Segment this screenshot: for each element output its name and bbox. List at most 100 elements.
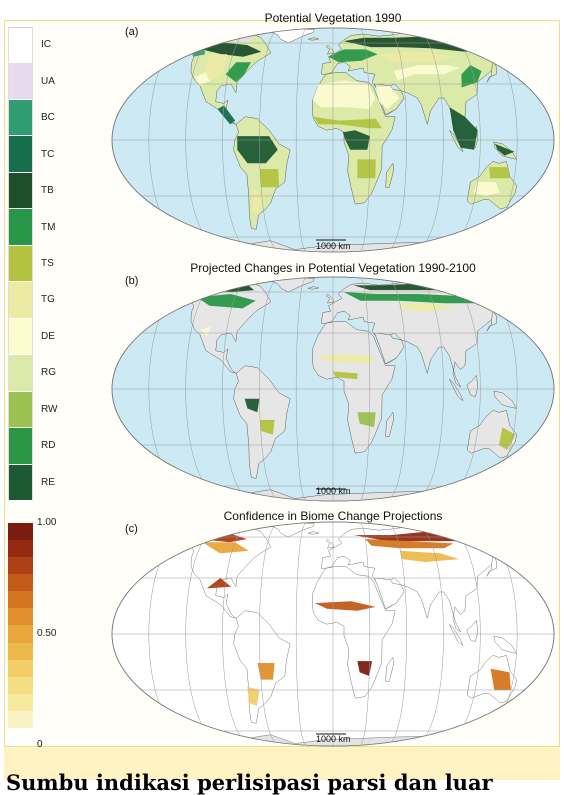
- meridian: [222, 277, 255, 501]
- caption-fragment: Sumbu indikasi perlisipasi parsi dan lua…: [6, 770, 493, 795]
- biome-region: [365, 539, 454, 549]
- caption-band: [4, 747, 560, 780]
- map-outline: [111, 276, 555, 502]
- biome-region: [260, 419, 275, 435]
- meridian: [295, 28, 308, 252]
- land-iceland: [307, 37, 319, 41]
- land-madagascar: [385, 411, 395, 437]
- legend-swatch-re: [8, 464, 33, 501]
- meridian: [358, 522, 371, 746]
- land-arabia: [374, 577, 405, 610]
- land-indonesia-sumatra: [449, 624, 464, 646]
- map-b-title: Projected Changes in Potential Vegetatio…: [190, 261, 476, 275]
- meridian: [259, 28, 281, 252]
- biome-region: [194, 71, 211, 86]
- confidence-swatch: [8, 591, 33, 609]
- biome-region: [333, 371, 358, 380]
- map-b-scale-label: 1000 km: [316, 486, 351, 496]
- legend-swatch-ts: [8, 245, 33, 283]
- confidence-swatch: [8, 693, 33, 711]
- biome-region: [398, 303, 458, 312]
- biome-region: [244, 398, 260, 413]
- legend-label-tg: TG: [41, 294, 55, 306]
- meridian: [385, 522, 407, 746]
- biome-region: [490, 668, 511, 690]
- confidence-swatch: [8, 574, 33, 592]
- meridian: [358, 28, 371, 252]
- land-arabia: [374, 332, 405, 365]
- biome-region: [377, 51, 457, 63]
- land-australia: [466, 655, 517, 704]
- land-japan: [486, 60, 498, 83]
- biome-region: [260, 169, 280, 188]
- map-c-scale-label: 1000 km: [316, 734, 351, 744]
- biome-region: [196, 294, 256, 309]
- meridian: [295, 277, 308, 501]
- legend-label-ic: IC: [41, 39, 51, 51]
- confidence-swatch: [8, 540, 33, 558]
- legend-swatch-rg: [8, 355, 33, 392]
- legend-label-rw: RW: [41, 403, 58, 415]
- land-japan: [486, 554, 498, 577]
- meridian: [358, 277, 371, 501]
- biome-region: [489, 167, 510, 179]
- legend-label-tb: TB: [41, 185, 54, 197]
- confidence-swatch: [8, 608, 33, 626]
- biome-region: [495, 143, 515, 156]
- confidence-legend: 1.00 0.50 0: [8, 517, 70, 750]
- map-a-tag: (a): [125, 26, 139, 38]
- legend-swatch-rd: [8, 428, 33, 465]
- map-c-title: Confidence in Biome Change Projections: [223, 509, 443, 523]
- confidence-swatch: [8, 727, 33, 745]
- biome-region: [225, 62, 251, 83]
- legend-swatch-rw: [8, 391, 33, 429]
- land-uk: [326, 538, 335, 549]
- land-uk: [326, 44, 335, 55]
- land-madagascar: [385, 656, 395, 682]
- biome-region: [314, 601, 376, 611]
- map-b-tag: (b): [125, 275, 139, 287]
- legend-label-rg: RG: [41, 367, 56, 379]
- legend-swatch-ua: [8, 63, 33, 100]
- biome-region: [247, 686, 260, 706]
- land-iceland: [307, 286, 319, 290]
- land-arctic-islands: [214, 522, 269, 528]
- biome-region: [314, 354, 376, 364]
- land-indonesia-borneo: [466, 619, 479, 643]
- map-outline: [111, 521, 555, 747]
- meridian: [385, 28, 407, 252]
- meridian: [259, 277, 281, 501]
- biome-region: [499, 427, 516, 450]
- map-b-projected-changes: [111, 276, 555, 502]
- biome-region: [393, 65, 460, 81]
- legend-swatch-tm: [8, 209, 33, 246]
- biome-region: [312, 80, 376, 110]
- biome-region: [343, 292, 484, 304]
- confidence-label-mid: 0.50: [37, 628, 57, 639]
- legend-swatch-tc: [8, 136, 33, 173]
- legend-label-ts: TS: [41, 258, 54, 269]
- biome-region: [251, 187, 265, 215]
- land-indonesia-sumatra: [449, 379, 464, 401]
- legend-swatch-bc: [8, 99, 33, 137]
- legend-swatch-de: [8, 318, 33, 356]
- meridian: [222, 522, 255, 746]
- biome-region: [449, 107, 478, 150]
- land-new-guinea: [493, 635, 518, 654]
- meridian: [385, 277, 407, 501]
- map-outline: [111, 27, 555, 253]
- map-c-confidence: [111, 521, 555, 747]
- biome-region: [257, 663, 275, 680]
- confidence-swatch: [8, 557, 33, 575]
- biome-region: [237, 136, 278, 164]
- map-a-scale-label: 1000 km: [316, 241, 351, 251]
- biome-region: [313, 116, 382, 129]
- confidence-swatch: [8, 676, 33, 694]
- legend-label-bc: BC: [41, 112, 55, 124]
- biome-region: [202, 542, 249, 554]
- land-uk: [326, 293, 335, 304]
- legend-swatch-ic: [8, 27, 33, 64]
- confidence-swatch: [8, 659, 33, 677]
- biome-region: [203, 54, 228, 81]
- land-arctic-islands: [214, 28, 269, 34]
